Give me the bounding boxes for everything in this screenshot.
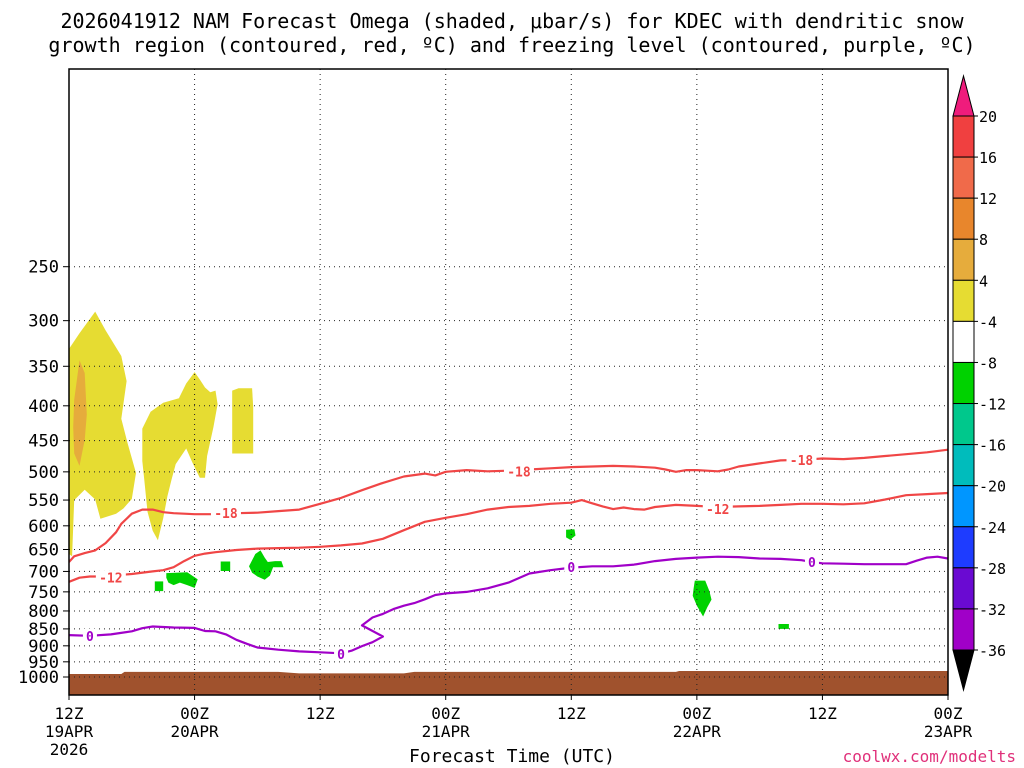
contour-label-bg [786,452,817,467]
x-tick-label: 2026 [50,740,89,759]
chart-title-line-1: 2026041912 NAM Forecast Omega (shaded, μ… [60,9,964,33]
colorbar-top-triangle [952,74,975,117]
contour-label: -18 [214,507,238,522]
credit-text: coolwx.com/modelts [842,747,1016,766]
omega-colorbar: 20 16 12 8 4 -4 -8 -12 -16 -20 -24 -28 -32 -36 [952,74,1006,692]
y-tick-label: 700 [28,562,59,582]
x-tick-label: 12Z [55,704,84,723]
colorbar-swatch [952,197,975,240]
colorbar-label: 12 [979,190,997,208]
contour-label: -18 [507,465,531,480]
omega-region-2 [232,388,254,454]
colorbar-swatch [952,279,975,322]
contour-label: 0 [808,556,816,571]
colorbar-label: 20 [979,108,997,126]
contour-label: 0 [567,561,575,576]
colorbar-label: -4 [979,313,997,331]
omega-region-10 [778,624,789,629]
contour-label: -12 [99,572,122,587]
y-tick-label: 450 [28,432,59,452]
x-axis-title: Forecast Time (UTC) [409,746,615,767]
x-tick-label: 12Z [808,704,837,723]
contour-label-bg [82,628,97,643]
colorbar-swatch [952,403,975,446]
colorbar-swatch [952,320,975,363]
omega-region-9 [692,580,712,617]
contour-label-bg [503,464,534,479]
x-tick-label: 20APR [170,722,219,741]
omega-region-6 [220,561,231,571]
y-tick-label: 800 [28,602,59,622]
omega-region-7 [249,550,284,580]
y-tick-label: 300 [28,312,59,332]
y-tick-label: 550 [28,491,59,511]
y-tick-label: 500 [28,463,59,483]
contour-label: -18 [790,454,814,469]
contour-label-bg [95,570,126,585]
colorbar-bottom-triangle [952,649,975,692]
colorbar-label: 4 [979,272,988,290]
colorbar-label: -20 [979,478,1006,496]
x-tick-label: 00Z [934,704,963,723]
contour-label-bg [210,506,241,521]
colorbar-label: -8 [979,354,997,372]
x-tick-label: 12Z [306,704,335,723]
x-tick-label: 00Z [431,704,460,723]
y-tick-label: 950 [28,653,59,673]
colorbar-label: -16 [979,437,1006,455]
colorbar-label: -32 [979,601,1006,619]
y-tick-label: 600 [28,517,59,537]
contour-freezing-level-line [69,555,948,655]
colorbar-swatch [952,444,975,487]
contour-isotherm-line [69,448,948,563]
y-tick-label: 850 [28,620,59,640]
colorbar-label: -12 [979,396,1006,414]
colorbar-swatch [952,526,975,569]
contour-label-bg [564,560,579,575]
y-tick-label: 400 [28,397,59,417]
contour-label: 0 [86,630,94,645]
x-tick-label: 21APR [422,722,471,741]
colorbar-label: 8 [979,231,988,249]
contour-label: 0 [337,648,345,663]
y-tick-label: 750 [28,583,59,603]
x-tick-label: 23APR [924,722,973,741]
omega-region-1 [142,372,218,541]
colorbar-swatch [952,361,975,405]
x-tick-label: 19APR [45,722,94,741]
colorbar-swatch [952,238,975,281]
colorbar-swatch [952,608,975,651]
x-tick-label: 12Z [557,704,586,723]
colorbar-label: 16 [979,149,997,167]
colorbar-label: -24 [979,519,1006,537]
omega-region-3 [73,360,87,466]
y-tick-label: 350 [28,357,59,377]
omega-region-4 [166,572,198,588]
omega-region-5 [154,581,164,592]
colorbar-label: -28 [979,560,1006,578]
colorbar-swatch [952,115,975,158]
colorbar-label: -36 [979,642,1006,660]
plot-area: -18 -18 -18 -12 -12 0 0 0 0 [69,69,948,695]
y-tick-label: 1000 [18,668,59,688]
contour-label-bg [334,646,349,661]
below-ground-region [69,671,948,695]
y-tick-label: 900 [28,637,59,657]
omega-region-0 [69,311,136,557]
y-tick-label: 250 [28,258,59,278]
colorbar-swatch [952,156,975,199]
colorbar-swatch [952,567,975,610]
contour-label-bg [804,554,819,569]
x-tick-label: 00Z [180,704,209,723]
contour-label-bg [702,502,733,517]
colorbar-swatch [952,485,975,528]
y-tick-label: 650 [28,541,59,561]
x-tick-label: 00Z [682,704,711,723]
chart-title-line-2: growth region (contoured, red, ºC) and f… [48,33,976,57]
contour-isotherm-line [69,491,948,583]
x-tick-label: 22APR [673,722,722,741]
contour-label: -12 [706,503,729,518]
